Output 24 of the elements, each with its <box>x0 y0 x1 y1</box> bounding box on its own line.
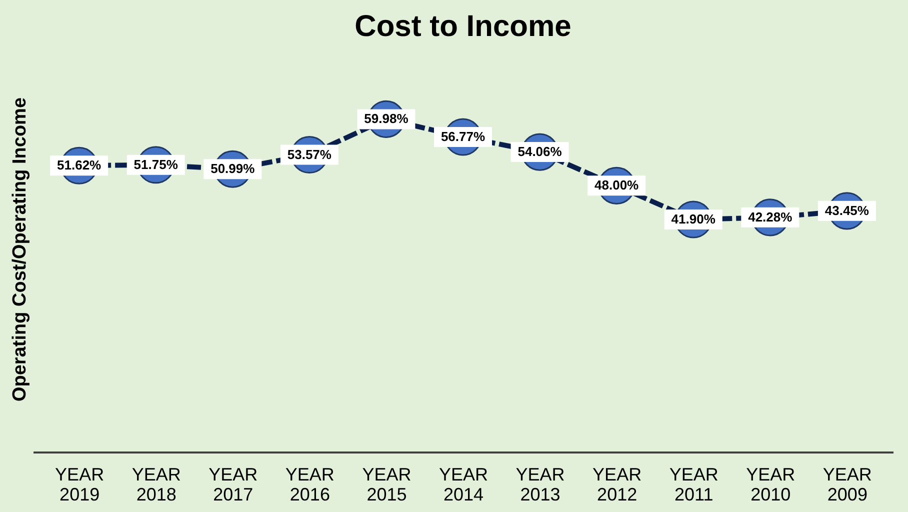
data-label: 51.75% <box>134 156 178 172</box>
data-label: 53.57% <box>287 146 332 162</box>
data-label: 51.62% <box>57 158 102 173</box>
chart-title: Cost to Income <box>354 10 572 43</box>
x-tick-label: YEAR 2017 <box>208 464 258 504</box>
data-label: 48.00% <box>594 178 640 193</box>
x-tick-label: YEAR 2011 <box>669 464 718 504</box>
x-tick-label: YEAR 2014 <box>438 464 488 504</box>
data-label: 56.77% <box>440 129 486 144</box>
x-tick-label: YEAR 2018 <box>132 464 181 504</box>
y-axis-title: Operating Cost/Operating Income <box>10 97 30 402</box>
x-tick-label: YEAR 2012 <box>592 464 642 504</box>
data-label: 43.45% <box>824 202 870 218</box>
data-label: 59.98% <box>364 111 409 126</box>
x-tick-label: YEAR 2010 <box>746 464 796 504</box>
data-label: 54.06% <box>518 144 562 160</box>
data-label: 50.99% <box>210 161 256 176</box>
data-label: 42.28% <box>748 209 793 224</box>
x-tick-label: YEAR 2015 <box>362 464 412 504</box>
x-tick-label: YEAR 2019 <box>55 464 104 504</box>
x-tick-label: YEAR 2009 <box>822 464 872 504</box>
x-tick-label: YEAR 2016 <box>285 464 334 504</box>
data-label: 41.90% <box>671 212 716 227</box>
x-tick-label: YEAR 2013 <box>516 464 565 504</box>
